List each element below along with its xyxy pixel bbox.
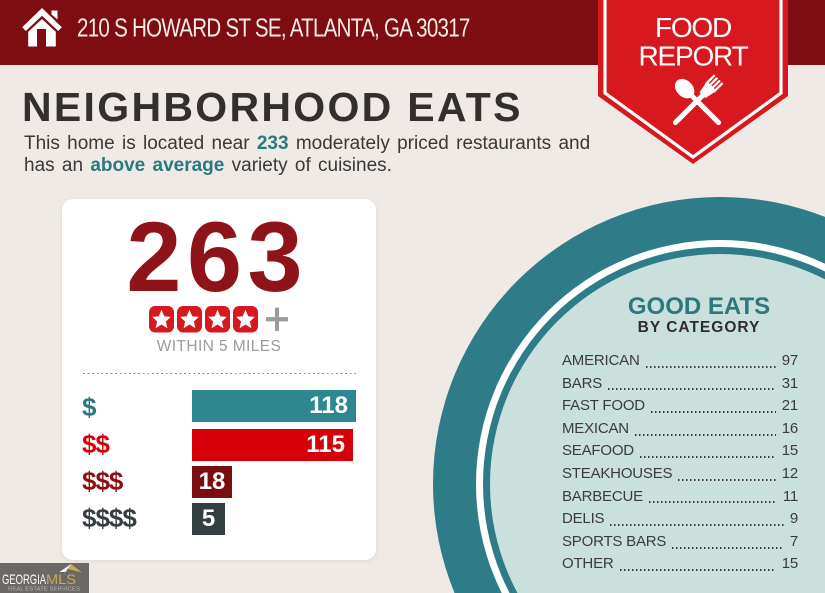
svg-text:FOOD: FOOD bbox=[655, 12, 731, 43]
svg-text:REAL ESTATE SERVICES: REAL ESTATE SERVICES bbox=[8, 587, 81, 593]
svg-text:REPORT: REPORT bbox=[639, 41, 749, 72]
svg-text:GEORGIA: GEORGIA bbox=[2, 571, 46, 587]
svg-text:MLS: MLS bbox=[46, 571, 76, 587]
